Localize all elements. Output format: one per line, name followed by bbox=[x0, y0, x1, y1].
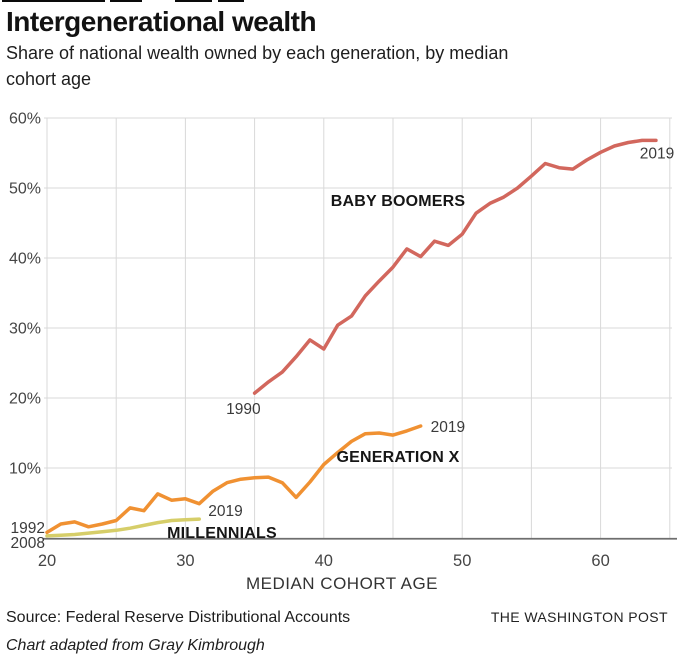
year-label-boomers-start: 1990 bbox=[226, 401, 261, 418]
x-tick-label: 30 bbox=[176, 552, 194, 570]
y-tick-label: 10% bbox=[9, 461, 41, 478]
year-label-millennials-end: 2019 bbox=[208, 503, 242, 520]
x-tick-label: 50 bbox=[453, 552, 471, 570]
series-line-generation-x bbox=[45, 424, 423, 535]
top-edge-artifact bbox=[2, 0, 105, 2]
top-edge-artifact bbox=[175, 0, 212, 2]
x-tick-label: 40 bbox=[315, 552, 333, 570]
x-tick-label: 60 bbox=[591, 552, 609, 570]
series-label-generation-x: GENERATION X bbox=[336, 449, 459, 466]
year-label-boomers-end: 2019 bbox=[640, 145, 674, 162]
series-line-baby-boomers bbox=[252, 138, 658, 395]
y-tick-label: 40% bbox=[9, 251, 41, 268]
y-tick-label: 30% bbox=[9, 321, 41, 338]
series-label-baby-boomers: BABY BOOMERS bbox=[331, 193, 466, 210]
x-axis-title: MEDIAN COHORT AGE bbox=[246, 574, 438, 593]
y-tick-label: 20% bbox=[9, 391, 41, 408]
chart-title: Intergenerational wealth bbox=[6, 6, 317, 37]
source-note: Source: Federal Reserve Distributional A… bbox=[6, 609, 351, 626]
year-label-genx-start: 1992 bbox=[11, 520, 45, 537]
series-line-millennials bbox=[45, 517, 201, 538]
publisher-wordmark: THE WASHINGTON POST bbox=[490, 609, 668, 625]
chart-subtitle: Share of national wealth owned by each g… bbox=[6, 43, 509, 89]
year-label-genx-end: 2019 bbox=[431, 419, 465, 436]
top-edge-artifact bbox=[110, 0, 142, 2]
y-tick-label: 60% bbox=[9, 111, 41, 128]
x-tick-label: 20 bbox=[38, 552, 56, 570]
year-label-millennials-start: 2008 bbox=[11, 535, 45, 552]
credit-note: Chart adapted from Gray Kimbrough bbox=[6, 637, 265, 654]
series-label-millennials: MILLENNIALS bbox=[167, 525, 277, 542]
y-tick-label: 50% bbox=[9, 181, 41, 198]
top-edge-artifact bbox=[218, 0, 244, 2]
